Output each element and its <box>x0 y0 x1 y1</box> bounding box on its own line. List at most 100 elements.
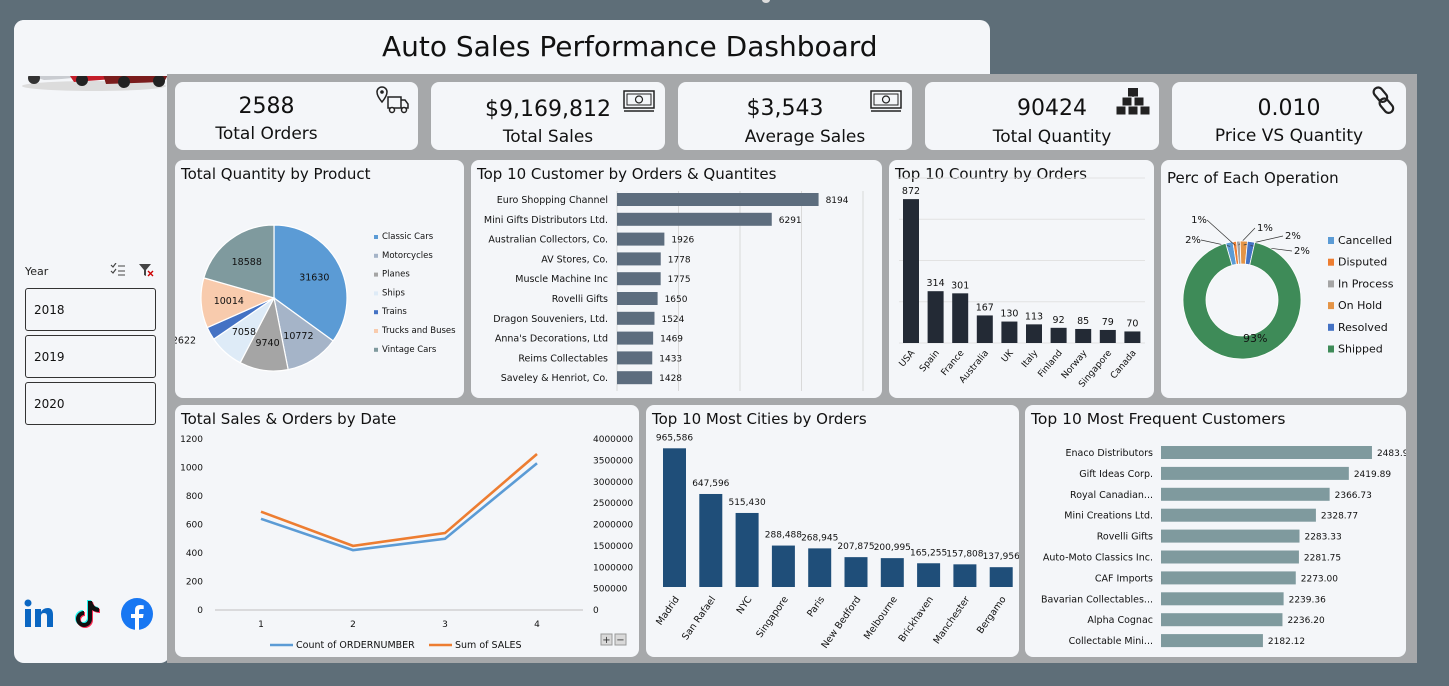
donut-data-label: 2% <box>1285 231 1301 242</box>
kpi-card-total-quantity: 90424 Total Quantity <box>925 82 1159 150</box>
legend-label: Motorcycles <box>382 251 433 261</box>
link-icon <box>1372 86 1395 114</box>
bar-data-label: 167 <box>976 302 994 313</box>
bar-data-label: 647,596 <box>692 479 729 489</box>
pie-data-label: 9740 <box>255 338 279 349</box>
card-sales-orders-date: Total Sales & Orders by Date 0 200 400 600 8… <box>175 405 639 657</box>
bar <box>976 315 993 343</box>
axis-tick-label: Brickhaven <box>897 594 936 644</box>
legend-label: Trucks and Buses <box>381 326 456 336</box>
kpi-value: 0.010 <box>1257 96 1321 121</box>
legend-label: Vintage Cars <box>382 345 437 355</box>
bar-category-label: Anna's Decorations, Ltd <box>495 334 608 345</box>
right-axis-tick: 0 <box>593 606 599 616</box>
bar <box>1161 613 1283 627</box>
year-option-2020[interactable]: 2020 <box>25 382 156 425</box>
tiktok-icon[interactable] <box>71 598 103 630</box>
legend-label: Ships <box>382 288 406 298</box>
pie-slice <box>203 224 275 299</box>
bar-category-label: Auto-Moto Classics Inc. <box>1043 553 1153 564</box>
bar-data-label: 157,808 <box>946 549 983 559</box>
linkedin-icon[interactable] <box>23 598 55 630</box>
bar <box>771 545 795 587</box>
right-axis-tick: 4000000 <box>593 435 633 445</box>
line-chart-sales-orders: 0 200 400 600 800 1000 1200 0 500000 1000000 15000… <box>180 435 633 651</box>
bar-data-label: 113 <box>1025 311 1043 322</box>
legend-label: Shipped <box>1338 343 1383 356</box>
bar-data-label: 2366.73 <box>1335 491 1372 501</box>
bar <box>1161 571 1296 585</box>
donut-data-label: 93% <box>1243 332 1267 345</box>
donut-chart-operation: 2% 1% 1% 2% 2% 93% Cancelled Disputed In Process… <box>1182 215 1394 360</box>
kpi-label: Total Sales <box>502 127 594 147</box>
bar-category-label: Mini Gifts Distributors Ltd. <box>484 215 608 226</box>
bar-data-label: 2419.89 <box>1354 470 1391 480</box>
donut-data-label: 2% <box>1294 246 1310 257</box>
bar <box>1001 321 1018 343</box>
clear-filter-icon[interactable] <box>138 263 154 277</box>
bar <box>663 448 686 587</box>
bar-data-label: 2273.00 <box>1301 574 1338 584</box>
bar-data-label: 301 <box>951 280 969 291</box>
bar-data-label: 2236.20 <box>1287 616 1324 626</box>
legend-swatch <box>374 347 378 352</box>
legend-label: Sum of SALES <box>455 640 522 651</box>
bar-data-label: 6291 <box>779 216 802 226</box>
pie-data-label: 31630 <box>299 272 329 283</box>
delivery-truck-icon <box>376 86 409 114</box>
bar-data-label: 130 <box>1000 309 1018 320</box>
bar <box>617 292 658 305</box>
kpi-value: $9,169,812 <box>485 97 611 122</box>
multi-select-icon[interactable] <box>110 263 126 277</box>
chart-title: Top 10 Customer by Orders & Quantites <box>477 165 777 183</box>
x-axis-tick: 3 <box>442 620 448 630</box>
axis-tick-label: Melbourne <box>862 594 900 642</box>
bar <box>953 564 977 587</box>
right-axis-tick: 1000000 <box>593 563 633 573</box>
bar <box>1161 508 1316 522</box>
bar <box>1161 634 1263 648</box>
legend-label: Count of ORDERNUMBER <box>296 640 415 651</box>
bar <box>1075 328 1092 343</box>
bar <box>927 291 944 343</box>
line-series-sales <box>260 452 538 548</box>
right-axis-tick: 500000 <box>593 585 628 595</box>
legend-label: In Process <box>1338 277 1394 290</box>
bar-data-label: 1524 <box>661 315 684 325</box>
donut-data-label: 1% <box>1191 215 1207 226</box>
axis-tick-label: Singapore <box>754 594 791 640</box>
kpi-card-total-orders: 2588 Total Orders <box>175 82 418 150</box>
legend-label: On Hold <box>1338 299 1382 312</box>
bar <box>1161 529 1300 543</box>
axis-tick-label: NYC <box>735 594 755 616</box>
bar <box>989 567 1013 587</box>
donut-data-label: 2% <box>1185 235 1201 246</box>
bar-data-label: 1775 <box>668 275 691 285</box>
axis-tick-label: Bergamo <box>975 594 1009 636</box>
money-icon <box>870 90 902 112</box>
legend-swatch <box>1328 302 1334 310</box>
right-axis-tick: 2500000 <box>593 499 633 509</box>
legend-swatch <box>374 310 378 315</box>
pie-data-label: 7058 <box>232 327 256 338</box>
year-option-2018[interactable]: 2018 <box>25 288 156 331</box>
bar-data-label: 2283.33 <box>1304 533 1341 543</box>
bar <box>1050 327 1067 343</box>
zoom-out-button-glyph: − <box>616 635 624 646</box>
bar-data-label: 70 <box>1126 318 1138 329</box>
legend-swatch <box>1328 258 1334 266</box>
axis-tick-label: Spain <box>918 349 942 375</box>
bar-data-label: 85 <box>1077 316 1089 327</box>
bar-data-label: 1926 <box>671 236 694 246</box>
bar <box>617 311 655 325</box>
card-top-customers-orders: Top 10 Customer by Orders & Quantites Eu… <box>471 160 882 398</box>
boxes-icon <box>1115 88 1151 116</box>
bar <box>617 252 661 266</box>
axis-tick-label: San Rafael <box>680 594 718 642</box>
bar-category-label: Mini Creations Ltd. <box>1064 511 1153 522</box>
axis-tick-label: USA <box>898 348 918 369</box>
chart-title: Total Sales & Orders by Date <box>181 410 397 428</box>
axis-tick-label: Paris <box>805 594 827 619</box>
year-option-2019[interactable]: 2019 <box>25 335 156 378</box>
facebook-icon[interactable] <box>121 598 153 630</box>
